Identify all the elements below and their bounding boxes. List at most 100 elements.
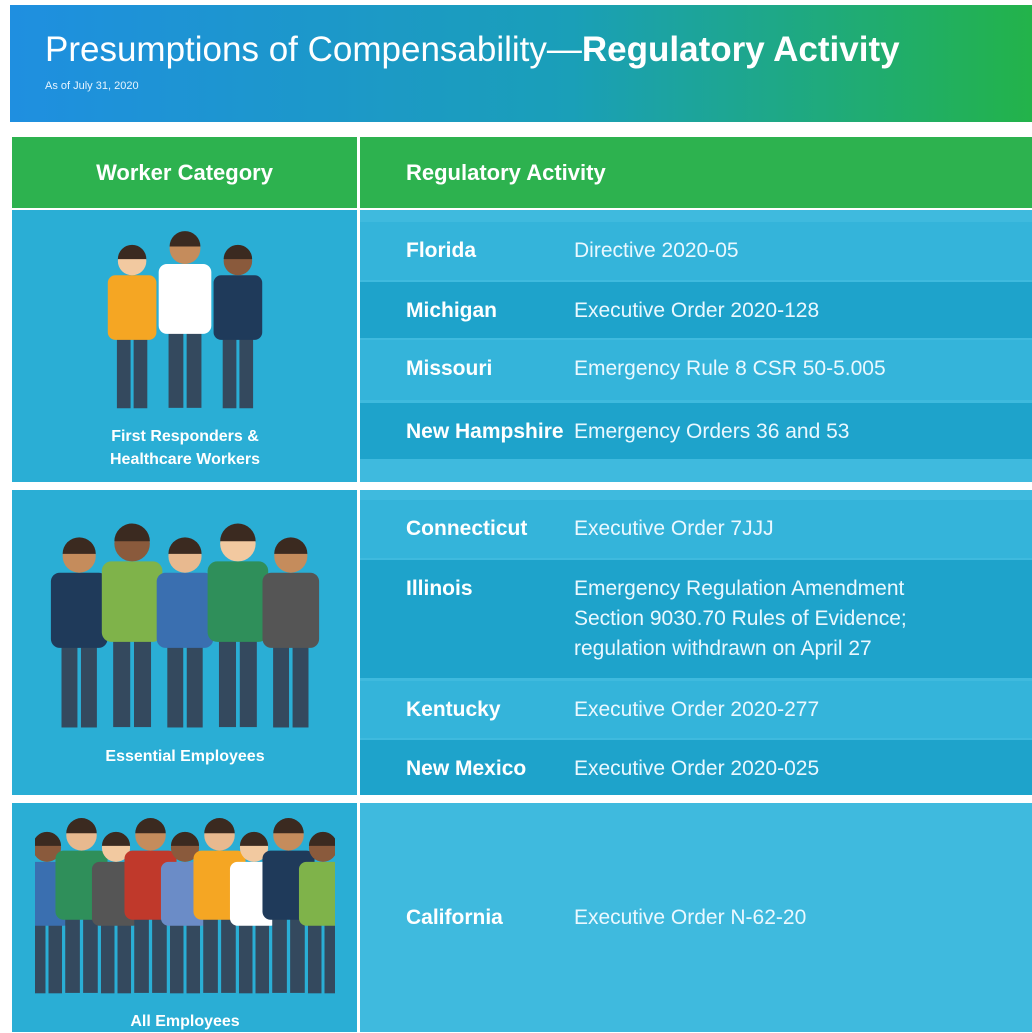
category-label: All Employees — [130, 1013, 240, 1030]
illustration-part — [223, 244, 253, 260]
illustration-part — [203, 911, 218, 993]
illustration-part — [308, 831, 335, 846]
illustration-part — [168, 325, 184, 408]
activity-row: Connecticut Executive Order 7JJJ — [360, 500, 1032, 558]
illustration-part — [170, 831, 200, 846]
state-name: New Hampshire — [406, 420, 564, 443]
illustration-part — [272, 911, 287, 993]
state-name: Florida — [406, 239, 477, 262]
illustration-part — [169, 231, 201, 247]
activity-row: Missouri Emergency Rule 8 CSR 50-5.005 — [360, 340, 1032, 400]
illustration-part — [169, 918, 184, 994]
person — [124, 818, 177, 993]
illustration-part — [133, 632, 152, 728]
person — [158, 231, 212, 408]
illustration-part — [168, 537, 202, 554]
illustration-part — [114, 523, 150, 542]
illustration-part — [117, 244, 147, 260]
illustration-part — [101, 831, 131, 846]
illustration-part — [116, 332, 131, 409]
illustration-part — [117, 918, 132, 994]
illustration-part — [273, 818, 304, 834]
illustration-part — [274, 537, 308, 554]
person — [50, 537, 108, 728]
illustration-part — [221, 911, 236, 993]
illustration-part — [290, 911, 305, 993]
illustration-part — [135, 818, 166, 834]
illustration-part — [101, 561, 163, 642]
illustration-part — [61, 639, 78, 728]
illustration-part — [298, 861, 335, 926]
illustration-part — [307, 918, 322, 994]
illustration-part — [66, 818, 97, 834]
illustration-part — [152, 911, 167, 993]
illustration-part — [156, 572, 214, 648]
category-label: First Responders & Healthcare Workers — [110, 428, 260, 468]
title-bold: Regulatory Activity — [581, 30, 900, 69]
column-header: Regulatory Activity — [360, 137, 1032, 208]
activity-text: Executive Order 7JJJ — [574, 517, 774, 540]
illustration-part — [50, 572, 108, 648]
illustration-part — [134, 911, 149, 993]
illustration-part — [239, 831, 269, 846]
activity-text: Emergency Orders 36 and 53 — [574, 420, 850, 443]
activity-row: California Executive Order N-62-20 — [360, 803, 1032, 1032]
state-name: Missouri — [406, 357, 493, 380]
activity-row: New Hampshire Emergency Orders 36 and 53 — [360, 403, 1032, 459]
illustration-part — [107, 275, 157, 340]
illustration-part — [186, 639, 203, 728]
illustration-part — [35, 831, 62, 846]
activity-text: Executive Order 2020-277 — [574, 698, 820, 721]
subtitle: As of July 31, 2020 — [45, 80, 139, 92]
illustration-part — [133, 332, 148, 409]
activity-text: Emergency Rule 8 CSR 50-5.005 — [574, 357, 886, 380]
illustration-part — [238, 918, 253, 994]
illustration-part — [213, 275, 263, 340]
illustration-part — [324, 918, 335, 994]
illustration-part — [255, 918, 270, 994]
illustration-part — [83, 911, 98, 993]
person — [213, 244, 263, 409]
illustration-part — [204, 818, 235, 834]
state-name: Illinois — [406, 577, 473, 600]
person — [156, 537, 214, 728]
activity-row: Kentucky Executive Order 2020-277 — [360, 681, 1032, 738]
illustration-part — [207, 561, 269, 642]
activity-text: Emergency Regulation Amendment Section 9… — [574, 577, 907, 660]
state-name: California — [406, 905, 503, 929]
illustration-part — [218, 632, 237, 728]
activity-row: Michigan Executive Order 2020-128 — [360, 282, 1032, 338]
state-name: Connecticut — [406, 517, 528, 540]
illustration-part — [186, 325, 202, 408]
illustration-part — [222, 332, 237, 409]
activity-text: Executive Order 2020-025 — [574, 757, 820, 780]
header-banner — [10, 5, 1032, 122]
people-illustration — [50, 523, 320, 728]
activity-row: Illinois Emergency Regulation Amendment S… — [360, 560, 1032, 678]
state-name: Kentucky — [406, 698, 501, 721]
person — [262, 537, 320, 728]
illustration-part — [239, 332, 254, 409]
person — [207, 523, 269, 728]
activity-text: Executive Order N-62-20 — [574, 905, 807, 929]
activity-row: Florida Directive 2020-05 — [360, 222, 1032, 280]
column-header: Worker Category — [12, 137, 357, 208]
illustration-part — [65, 911, 80, 993]
people-illustration — [107, 231, 263, 409]
activity-text: Executive Order 2020-128 — [574, 299, 820, 322]
person — [107, 244, 157, 409]
illustration-part — [186, 918, 201, 994]
illustration-part — [273, 639, 290, 728]
illustration-part — [100, 918, 115, 994]
person — [298, 831, 335, 994]
illustration-part — [158, 263, 212, 334]
illustration-part — [113, 632, 131, 728]
illustration-part — [239, 632, 257, 728]
state-name: Michigan — [406, 299, 498, 322]
illustration-part — [292, 639, 309, 728]
category-label: Essential Employees — [105, 748, 265, 765]
title: Presumptions of Compensability—Regulator… — [45, 30, 900, 70]
illustration-part — [167, 639, 184, 728]
activity-text: Directive 2020-05 — [574, 239, 739, 262]
